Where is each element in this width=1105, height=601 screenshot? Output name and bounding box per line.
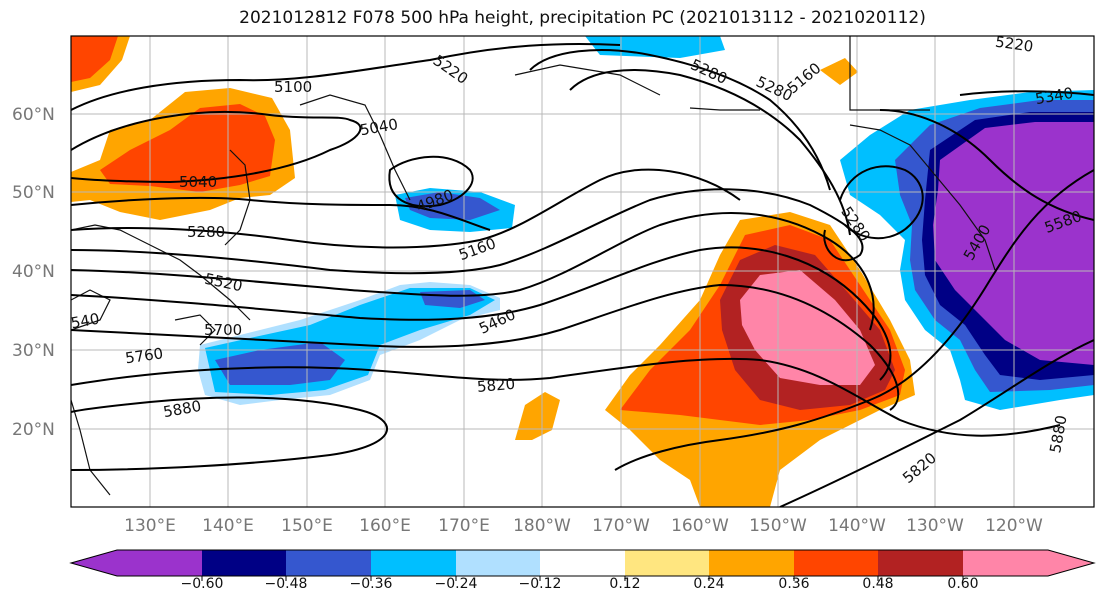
colorbar-segment <box>709 550 794 576</box>
lat-label: 40°N <box>12 262 55 282</box>
lon-label: 120°W <box>985 516 1043 536</box>
colorbar-segment <box>371 550 456 576</box>
lon-label: 160°E <box>359 516 411 536</box>
colorbar-tick-label: −0.36 <box>350 576 393 592</box>
map-frame <box>70 35 1095 508</box>
colorbar-segment <box>286 550 371 576</box>
lon-label: 180°W <box>513 516 571 536</box>
colorbar-segment <box>540 550 625 576</box>
contour-label: 5760 <box>124 344 164 367</box>
colorbar-tick-label: 0.24 <box>693 576 724 592</box>
coastlines <box>71 36 996 496</box>
lat-labels: 60°N 50°N 40°N 30°N 20°N <box>12 105 55 440</box>
lon-label: 130°W <box>906 516 964 536</box>
lat-label: 20°N <box>12 420 55 440</box>
lon-labels: 130°E 140°E 150°E 160°E 170°E 180°W 170°… <box>124 516 1043 536</box>
lon-label: 160°W <box>671 516 729 536</box>
colorbar-tick-labels: −0.60 −0.48 −0.36 −0.24 −0.12 0.12 0.24 … <box>181 576 979 592</box>
colorbar-tick-label: 0.48 <box>862 576 893 592</box>
lat-label: 30°N <box>12 341 55 361</box>
lon-label: 150°W <box>749 516 807 536</box>
lon-label: 170°W <box>592 516 650 536</box>
colorbar-segment <box>71 550 202 576</box>
colorbar-segment <box>878 550 963 576</box>
colorbar-tick-label: 0.12 <box>609 576 640 592</box>
colorbar-segment <box>456 550 540 576</box>
colorbar-tick-label: −0.48 <box>265 576 308 592</box>
lon-label: 170°E <box>438 516 490 536</box>
lon-label: 140°E <box>202 516 254 536</box>
height-contours <box>71 42 1094 507</box>
colorbar-tick-label: −0.12 <box>519 576 562 592</box>
colorbar-tick-label: −0.24 <box>435 576 478 592</box>
colorbar-tick-label: −0.60 <box>181 576 224 592</box>
contour-label: 540 <box>69 310 100 333</box>
contour-label: 5820 <box>476 375 516 396</box>
colorbar-tick-label: 0.60 <box>947 576 978 592</box>
colorbar-segment <box>202 550 286 576</box>
lon-label: 150°E <box>281 516 333 536</box>
colorbar-segment <box>963 550 1094 576</box>
colorbar-segment <box>625 550 709 576</box>
graticule <box>71 36 1094 507</box>
colorbar-outline <box>69 549 1096 577</box>
lat-label: 50°N <box>12 183 55 203</box>
colorbar-segment <box>794 550 878 576</box>
contour-label: 5040 <box>179 173 217 191</box>
lon-label: 140°W <box>828 516 886 536</box>
map-title: 2021012812 F078 500 hPa height, precipit… <box>239 8 926 28</box>
contour-label: 5100 <box>274 78 312 96</box>
colorbar-tick-label: 0.36 <box>778 576 809 592</box>
contour-label: 5220 <box>994 33 1034 56</box>
contour-label: 5280 <box>187 223 225 241</box>
lat-label: 60°N <box>12 105 55 125</box>
contour-label: 5700 <box>204 321 242 339</box>
lon-label: 130°E <box>124 516 176 536</box>
colorbar <box>69 549 1096 581</box>
